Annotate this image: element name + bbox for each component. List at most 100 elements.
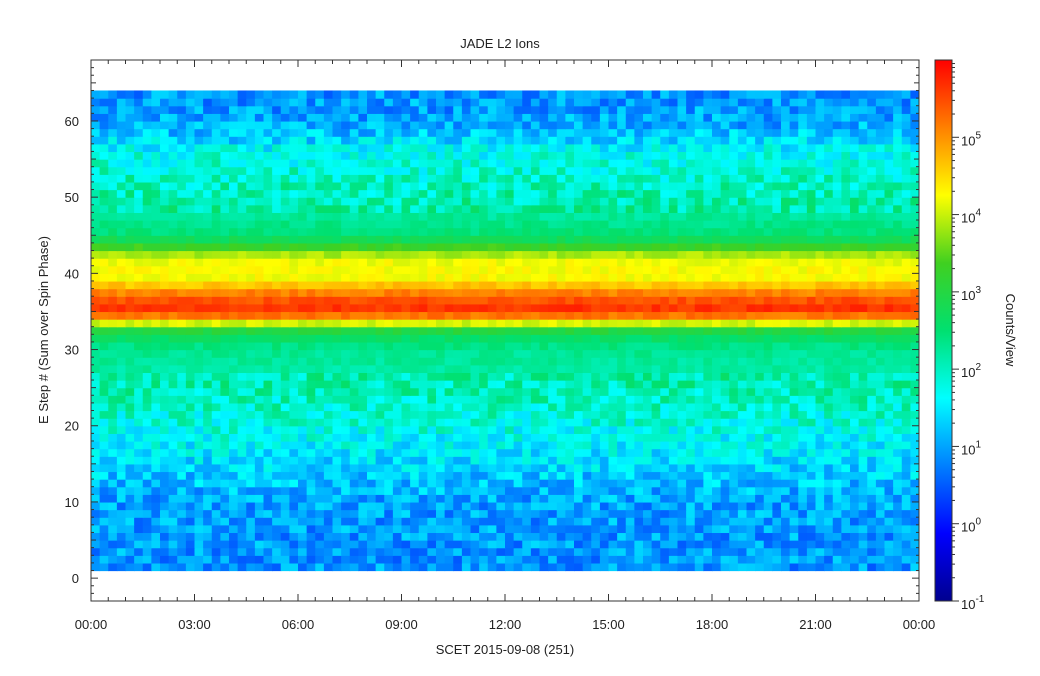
heatmap-cell xyxy=(108,387,118,396)
heatmap-cell xyxy=(574,311,584,320)
heatmap-cell xyxy=(841,547,851,556)
heatmap-cell xyxy=(392,540,403,549)
heatmap-cell xyxy=(263,540,273,549)
heatmap-cell xyxy=(280,540,290,549)
heatmap-cell xyxy=(729,311,739,320)
heatmap-cell xyxy=(461,258,472,267)
heatmap-cell xyxy=(668,212,679,221)
heatmap-cell xyxy=(211,349,221,358)
heatmap-cell xyxy=(686,319,696,328)
heatmap-cell xyxy=(91,311,101,320)
heatmap-cell xyxy=(461,326,472,335)
heatmap-cell xyxy=(798,265,808,274)
heatmap-cell xyxy=(850,372,860,381)
heatmap-cell xyxy=(401,181,411,191)
heatmap-cell xyxy=(99,494,109,503)
heatmap-cell xyxy=(160,509,170,518)
heatmap-cell xyxy=(539,303,549,313)
heatmap-cell xyxy=(556,517,566,526)
heatmap-cell xyxy=(720,189,730,198)
heatmap-cell xyxy=(177,273,187,282)
heatmap-cell xyxy=(298,456,308,465)
heatmap-cell xyxy=(884,280,894,290)
heatmap-cell xyxy=(737,562,748,572)
heatmap-cell xyxy=(858,242,868,252)
heatmap-cell xyxy=(410,501,420,511)
heatmap-cell xyxy=(280,212,290,221)
heatmap-cell xyxy=(910,425,919,434)
heatmap-cell xyxy=(530,265,541,274)
heatmap-cell xyxy=(901,494,911,503)
heatmap-cell xyxy=(254,296,265,305)
heatmap-cell xyxy=(496,555,506,564)
heatmap-cell xyxy=(867,265,877,274)
heatmap-cell xyxy=(401,326,411,335)
heatmap-cell xyxy=(694,380,704,389)
heatmap-cell xyxy=(160,212,170,221)
heatmap-cell xyxy=(729,440,739,450)
heatmap-cell xyxy=(789,433,799,442)
heatmap-cell xyxy=(522,197,532,206)
heatmap-cell xyxy=(99,456,109,465)
heatmap-cell xyxy=(781,265,791,274)
heatmap-cell xyxy=(591,334,601,343)
heatmap-cell xyxy=(185,402,196,412)
heatmap-cell xyxy=(151,212,161,221)
heatmap-cell xyxy=(263,212,273,221)
heatmap-cell xyxy=(781,357,791,366)
heatmap-cell xyxy=(505,357,515,366)
heatmap-cell xyxy=(832,440,842,450)
heatmap-cell xyxy=(487,463,497,473)
heatmap-cell xyxy=(263,555,273,564)
heatmap-cell xyxy=(875,197,886,206)
heatmap-cell xyxy=(539,197,549,206)
heatmap-cell xyxy=(298,319,308,328)
heatmap-cell xyxy=(444,372,454,381)
heatmap-cell xyxy=(332,250,342,259)
heatmap-cell xyxy=(177,311,187,320)
heatmap-cell xyxy=(591,547,601,556)
heatmap-cell xyxy=(444,326,454,335)
heatmap-cell xyxy=(781,349,791,358)
heatmap-cell xyxy=(858,189,868,198)
heatmap-cell xyxy=(237,380,247,389)
heatmap-cell xyxy=(203,372,213,381)
heatmap-cell xyxy=(755,540,765,549)
heatmap-cell xyxy=(755,425,765,434)
heatmap-cell xyxy=(875,425,886,434)
heatmap-cell xyxy=(142,288,152,297)
heatmap-cell xyxy=(151,364,161,374)
heatmap-cell xyxy=(99,288,109,297)
heatmap-cell xyxy=(599,197,610,206)
heatmap-cell xyxy=(867,319,877,328)
heatmap-cell xyxy=(755,189,765,198)
heatmap-cell xyxy=(332,433,342,442)
heatmap-cell xyxy=(591,204,601,213)
heatmap-cell xyxy=(617,174,627,183)
heatmap-cell xyxy=(116,547,127,556)
heatmap-cell xyxy=(530,204,541,213)
heatmap-cell xyxy=(160,471,170,480)
heatmap-cell xyxy=(142,220,152,229)
heatmap-cell xyxy=(461,288,472,297)
heatmap-cell xyxy=(349,532,359,541)
heatmap-cell xyxy=(392,555,403,564)
heatmap-cell xyxy=(116,402,127,412)
heatmap-cell xyxy=(134,479,144,488)
heatmap-cell xyxy=(746,380,756,389)
heatmap-cell xyxy=(349,395,359,404)
heatmap-cell xyxy=(168,181,178,191)
heatmap-cell xyxy=(142,494,152,503)
heatmap-cell xyxy=(539,479,549,488)
heatmap-cell xyxy=(505,463,515,473)
heatmap-cell xyxy=(487,319,497,328)
heatmap-cell xyxy=(401,334,411,343)
heatmap-cell xyxy=(99,166,109,175)
heatmap-cell xyxy=(125,258,135,267)
heatmap-cell xyxy=(246,258,256,267)
heatmap-cell xyxy=(530,311,541,320)
heatmap-cell xyxy=(591,486,601,495)
heatmap-cell xyxy=(229,227,239,236)
heatmap-cell xyxy=(125,250,135,259)
heatmap-cell xyxy=(254,562,265,572)
